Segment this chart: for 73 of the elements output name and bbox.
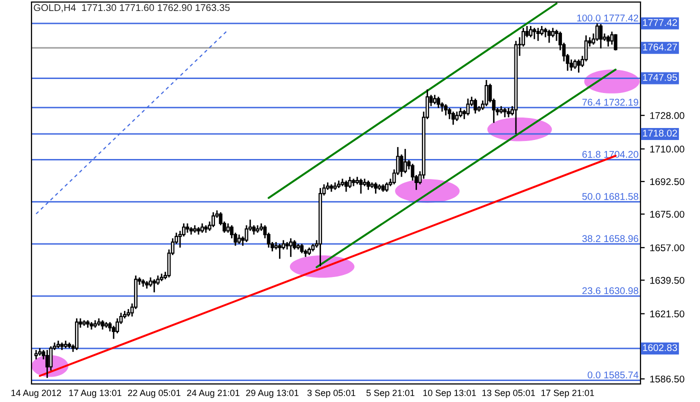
x-tick-label: 14 Aug 2012: [11, 390, 62, 398]
candlestick: [466, 98, 470, 116]
candlestick: [100, 320, 104, 330]
candlestick: [300, 243, 304, 254]
ref-line-label: 1764.27: [643, 44, 677, 50]
annotation: 23.6 1630.98: [582, 287, 638, 294]
candlestick: [289, 238, 293, 258]
candlestick: [484, 79, 488, 107]
candlestick: [112, 325, 116, 340]
candlestick: [614, 34, 618, 52]
candlestick: [547, 29, 551, 44]
candlestick: [432, 94, 436, 105]
candlestick: [45, 349, 49, 379]
ref-line-label: 1602.83: [643, 344, 678, 352]
candlestick: [278, 243, 282, 260]
candlestick: [374, 182, 378, 194]
candlestick: [385, 182, 388, 192]
candlestick: [576, 58, 580, 74]
y-tick-label: 1692.50: [650, 178, 684, 186]
candlestick: [403, 148, 407, 174]
x-tick-label: 17 Sep 21:01: [541, 390, 594, 398]
candlestick: [536, 27, 540, 42]
candlestick: [348, 176, 352, 189]
annotation: 50.0 1681.58: [582, 193, 638, 200]
candlestick: [573, 58, 577, 70]
candlestick: [366, 180, 370, 191]
x-tick-label: 24 Aug 21:01: [187, 390, 240, 398]
candlestick: [551, 27, 555, 38]
candlestick: [226, 222, 230, 234]
candlestick: [212, 212, 216, 228]
candlestick: [506, 107, 510, 118]
x-tick-label: 3 Sep 05:01: [307, 390, 356, 398]
candlestick: [458, 107, 462, 118]
y-tick-label: 1586.50: [650, 376, 684, 382]
ref-line-label: 1747.95: [643, 74, 678, 81]
candlestick: [599, 23, 603, 50]
x-tick-label: 10 Sep 13:01: [423, 390, 476, 398]
annotation: 0.0 1585.74: [588, 371, 638, 378]
x-tick-label: 5 Sep 21:01: [366, 390, 414, 398]
x-tick-label: 22 Aug 05:01: [128, 390, 180, 398]
y-tick-label: 1639.50: [650, 276, 684, 284]
candlestick: [451, 110, 455, 126]
candlestick: [595, 22, 599, 42]
candlestick: [34, 349, 38, 360]
candlestick: [528, 25, 532, 38]
annotation: 38.2 1658.96: [582, 235, 638, 242]
candlestick: [152, 278, 156, 293]
candlestick: [436, 96, 440, 109]
candlestick: [455, 110, 459, 122]
ref-line-label: 1777.42: [643, 19, 677, 26]
annotation: 100.0 1777.42: [577, 14, 638, 22]
candlestick: [200, 222, 204, 234]
candlestick: [532, 27, 536, 40]
y-tick-label: 1728.00: [650, 112, 684, 120]
x-tick-label: 13 Sep 05:01: [482, 390, 535, 398]
x-tick-label: 29 Aug 13:01: [246, 390, 298, 398]
y-tick-label: 1621.50: [650, 310, 684, 318]
candlestick: [606, 34, 610, 48]
y-tick-label: 1710.00: [650, 146, 684, 153]
annotation: 76.4 1732.19: [582, 98, 638, 106]
candlestick: [344, 180, 348, 192]
ref-line-label: 1718.02: [643, 130, 677, 137]
chart-title: GOLD,H4 1771.30 1771.60 1762.90 1763.35: [34, 4, 230, 12]
candlestick: [186, 222, 190, 234]
annotation: 61.8 1704.20: [582, 150, 638, 158]
candlestick: [237, 234, 241, 245]
y-tick-label: 1675.00: [650, 210, 684, 218]
x-tick-label: 17 Aug 13:01: [69, 390, 122, 398]
candlestick: [474, 98, 478, 114]
candlestick: [444, 104, 448, 116]
candlestick: [503, 107, 507, 118]
y-tick-label: 1657.00: [650, 244, 684, 252]
candlestick: [359, 178, 363, 194]
